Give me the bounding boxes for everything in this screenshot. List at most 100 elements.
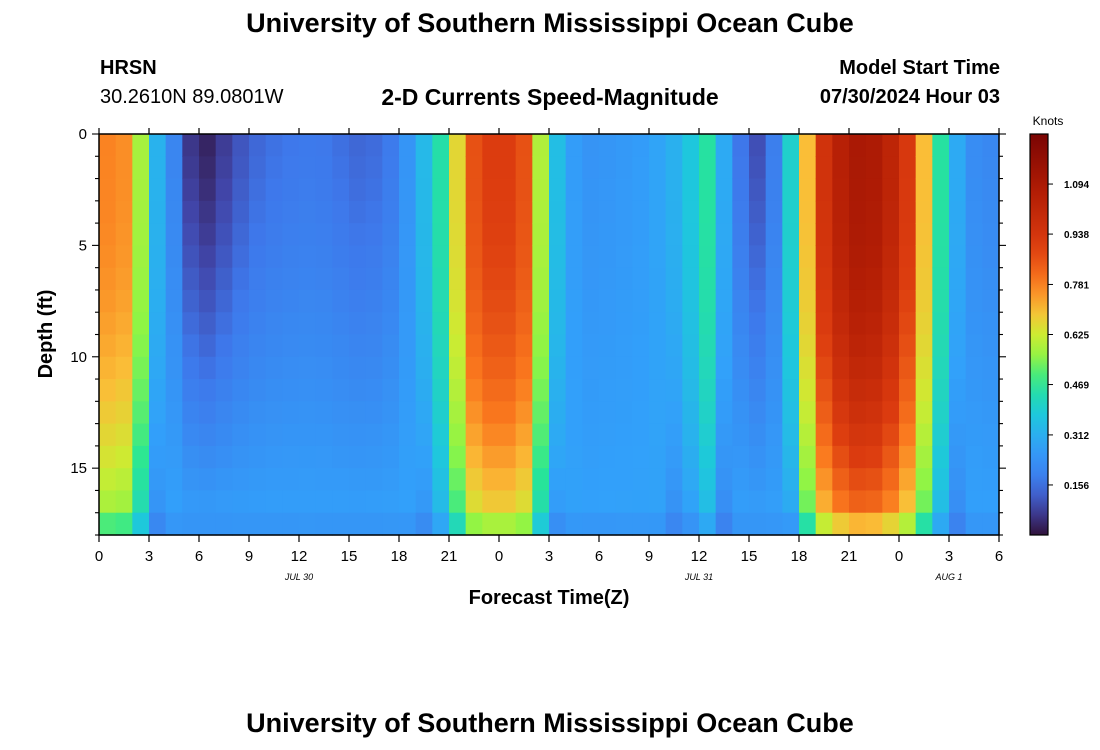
heatmap-cell [899,512,917,536]
heatmap-cell [315,468,333,492]
heatmap-cell [199,401,217,425]
heatmap-cell [282,156,300,180]
heatmap-cell [749,445,767,469]
heatmap-cell [182,267,200,291]
heatmap-cell [632,223,650,246]
heatmap-cell [965,223,983,246]
heatmap-cell [282,245,300,269]
heatmap-cell [132,423,150,447]
heatmap-cell [182,156,200,180]
heatmap-cell [832,267,850,291]
heatmap-cell [565,200,583,224]
heatmap-cell [182,401,200,425]
heatmap-cell [299,512,317,536]
heatmap-cell [332,200,350,224]
heatmap-cell [515,512,533,536]
heatmap-cell [732,134,750,157]
heatmap-cell [282,289,300,313]
heatmap-cell [382,200,400,224]
heatmap-cell [199,468,217,492]
heatmap-cell [799,245,817,269]
footer-title: University of Southern Mississippi Ocean… [246,708,854,738]
heatmap-cell [315,423,333,447]
heatmap-cell [349,334,367,358]
heatmap-cell [399,267,417,291]
heatmap-cell [232,156,250,180]
heatmap-cell [632,334,650,358]
station-name: HRSN [100,57,157,79]
heatmap-cell [132,312,150,336]
heatmap-cell [582,134,600,157]
heatmap-cell [199,223,217,246]
heatmap-cell [182,200,200,224]
heatmap-cell [432,423,450,447]
heatmap-cell [232,200,250,224]
heatmap-cell [782,178,800,202]
heatmap-cell [665,423,683,447]
heatmap-cell [282,267,300,291]
heatmap-cell [532,200,550,224]
heatmap-cell [799,334,817,358]
heatmap-cell [615,200,633,224]
x-tick-label: 3 [145,548,153,565]
heatmap-cell [182,423,200,447]
heatmap-cell [982,223,1000,246]
heatmap-cell [965,134,983,157]
heatmap-cell [565,379,583,402]
heatmap-cell [582,178,600,202]
heatmap-cell [765,512,783,536]
heatmap-cell [215,134,233,157]
heatmap-cell [799,445,817,469]
heatmap-cell [549,156,567,180]
heatmap-cell [682,334,700,358]
heatmap-cell [915,245,933,269]
heatmap-cell [465,356,483,380]
heatmap-cell [832,334,850,358]
heatmap-cell [482,200,500,224]
heatmap-cell [232,334,250,358]
heatmap-cell [465,490,483,514]
heatmap-cell [749,512,767,536]
heatmap-cell [265,423,283,447]
heatmap-cell [249,401,267,425]
heatmap-cell [199,267,217,291]
heatmap-cell [665,289,683,313]
heatmap-cell [749,356,767,380]
heatmap-cell [982,245,1000,269]
heatmap-cell [382,401,400,425]
heatmap-cell [415,178,433,202]
heatmap-cell [165,200,183,224]
heatmap-cell [149,289,167,313]
heatmap-cell [199,490,217,514]
x-tick-label: 6 [595,548,603,565]
heatmap-cell [132,156,150,180]
heatmap-cell [715,379,733,402]
colorbar-tick-label: 0.156 [1064,481,1089,492]
heatmap-cell [649,490,667,514]
heatmap-cell [399,245,417,269]
heatmap-cell [149,356,167,380]
heatmap-cell [665,312,683,336]
heatmap-cell [832,512,850,536]
date-label: JUL 30 [284,572,313,582]
heatmap-cell [449,379,467,402]
heatmap-cell [765,245,783,269]
heatmap-cell [282,445,300,469]
heatmap-cell [782,312,800,336]
heatmap-cell [349,468,367,492]
heatmap-cell [499,289,517,313]
heatmap-cell [482,267,500,291]
heatmap-cell [915,468,933,492]
heatmap-cell [782,267,800,291]
heatmap-cell [632,490,650,514]
heatmap-cell [699,379,717,402]
x-tick-label: 6 [195,548,203,565]
heatmap-cell [232,178,250,202]
heatmap-cell [882,267,900,291]
heatmap-cell [415,468,433,492]
heatmap-cell [515,134,533,157]
heatmap-cell [965,445,983,469]
heatmap-cell [282,200,300,224]
heatmap-cell [249,356,267,380]
